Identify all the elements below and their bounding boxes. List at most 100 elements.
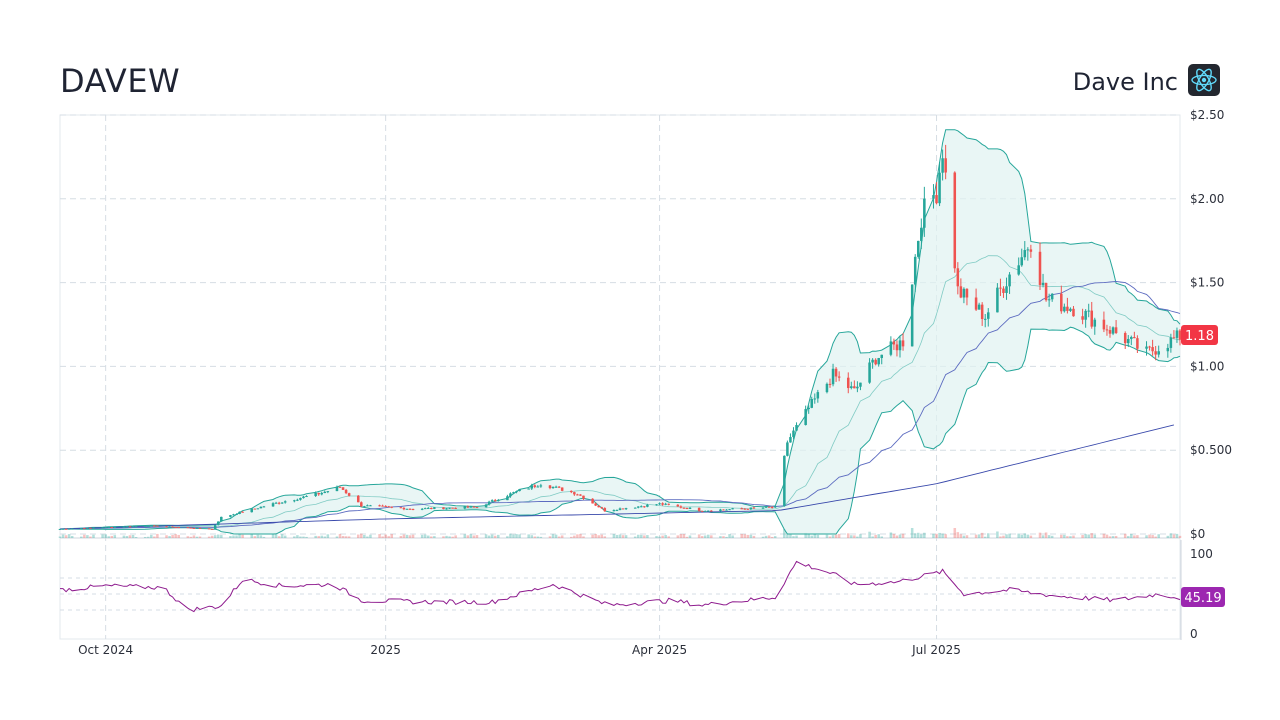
volume-bar [1130,533,1133,538]
volume-bar [128,535,132,538]
volume-bar [816,534,820,538]
volume-bar [710,535,713,538]
volume-bar [688,535,692,538]
candle-body [846,377,850,389]
candle-body [280,502,284,504]
volume-bar [935,533,938,538]
volume-bar [944,534,947,538]
candle-body [1108,330,1112,334]
volume-bar [232,535,235,538]
candle-body [573,492,576,495]
candle-body [484,504,488,508]
volume-bar [731,535,734,538]
candle-body [128,526,132,528]
volume-bar [965,535,969,538]
volume-bar [898,534,902,538]
candle-body [433,507,436,509]
volume-bar [125,536,129,538]
volume-bar [390,534,394,538]
candle-body [816,392,820,399]
candle-body [996,287,999,313]
candle-body [770,507,774,509]
candle-body [703,510,707,512]
volume-bar [366,536,369,538]
candle-body [700,510,704,512]
candle-body [941,158,944,173]
candle-body [1029,249,1033,252]
volume-bar [676,535,680,538]
candle-body [868,362,871,383]
candle-body [640,506,643,508]
candle-body [1133,337,1136,339]
volume-bar [512,534,515,538]
candle-body [1145,346,1148,349]
volume-bar [469,534,473,538]
volume-bar [1066,536,1069,538]
volume-bar [880,536,884,538]
volume-bar [913,533,917,538]
volume-bar [743,534,747,538]
candle-body [1123,333,1127,344]
volume-bar [92,534,95,538]
volume-bar [89,536,92,538]
candle-body [64,528,68,530]
candle-body [411,508,415,510]
candle-body [871,359,874,363]
volume-bar [426,535,430,538]
volume-bar [1136,535,1139,538]
candle-body [1093,319,1097,327]
candle-body [810,399,814,408]
candle-body [1114,327,1118,334]
volume-bar [643,535,646,538]
candle-body [61,528,65,530]
volume-bar [1114,535,1118,538]
volume-bar [326,534,330,538]
candle-body [347,493,351,496]
candle-body [834,368,838,377]
volume-bar [603,536,607,538]
volume-bar [667,536,670,538]
volume-bar [101,534,104,538]
volume-bar [600,534,604,538]
volume-bar [238,534,241,538]
price-tick-label: $0.500 [1190,443,1232,457]
candle-body [134,526,138,528]
volume-bar [430,536,433,538]
candle-body [1111,327,1115,334]
volume-bar [980,532,984,538]
volume-bar [749,534,753,538]
volume-bar [189,536,193,538]
volume-bar [1044,532,1048,538]
volume-bar [442,536,445,538]
candle-body [451,507,454,509]
volume-bar [378,534,381,538]
volume-bar [612,534,616,538]
volume-bar [509,533,512,538]
candle-body [122,526,126,528]
candle-body [1069,308,1072,311]
candle-body [475,507,479,509]
candle-body [195,527,199,529]
volume-bar [1178,535,1182,538]
volume-bar [597,535,600,538]
volume-bar [271,534,275,538]
volume-bar [360,533,363,538]
volume-bar [579,533,582,538]
candle-body [1020,257,1024,266]
candle-body [207,528,211,530]
volume-bar [490,534,494,538]
candle-body [487,501,491,505]
candle-body [1072,308,1075,317]
volume-bar [317,536,320,538]
volume-bar [722,536,725,538]
volume-bar [594,533,597,538]
candle-body [302,496,305,499]
time-tick-label: Apr 2025 [632,643,687,657]
volume-bar [314,535,317,538]
volume-bars [58,528,1182,538]
candle-body [512,492,515,494]
candle-body [655,504,658,506]
candle-body [466,506,470,508]
candle-body [999,287,1002,289]
volume-bar [387,536,390,538]
